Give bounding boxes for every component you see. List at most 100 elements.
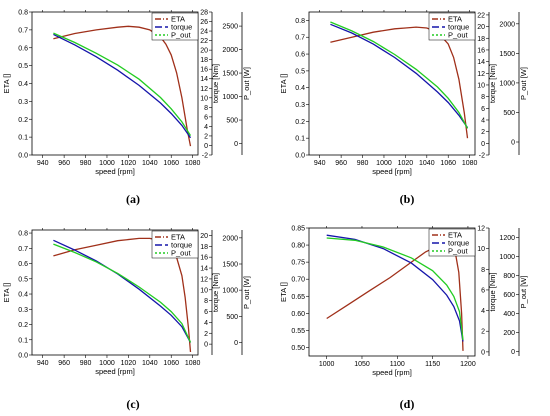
x-tick-label: 1080 — [185, 360, 201, 367]
torque-tick-label: 6 — [204, 309, 208, 316]
torque-tick-label: 4 — [481, 308, 485, 315]
x-tick-label: 1080 — [185, 160, 201, 167]
x-tick-label: 1200 — [460, 361, 476, 368]
torque-tick-label: 4 — [204, 124, 208, 131]
torque-axis-label: torque [Nm] — [211, 64, 220, 103]
eta-tick-label: 0.3 — [18, 307, 28, 314]
torque-tick-label: 26 — [200, 19, 208, 26]
plot-frame — [308, 11, 476, 156]
torque-tick-label: 20 — [200, 48, 208, 55]
power-axis-label: P_out [W] — [519, 276, 528, 309]
power-tick-label: 0 — [234, 340, 238, 347]
eta-tick-label: 0.6 — [18, 45, 28, 52]
legend-label-p-out: P_out — [448, 247, 469, 256]
torque-tick-label: 8 — [481, 94, 485, 101]
series-torque — [330, 23, 469, 128]
torque-tick-label: 18 — [200, 57, 208, 64]
torque-tick-label: -2 — [202, 153, 208, 160]
eta-tick-label: 0.5 — [18, 276, 28, 283]
legend-label-torque: torque — [171, 241, 192, 250]
power-axis-label: P_out [W] — [242, 276, 251, 309]
x-tick-label: 1050 — [354, 361, 370, 368]
power-tick-label: 1500 — [222, 71, 238, 78]
power-tick-label: 500 — [226, 314, 238, 321]
torque-tick-label: 14 — [200, 266, 208, 273]
power-tick-label: 1500 — [222, 261, 238, 268]
eta-tick-label: 0.2 — [295, 119, 305, 126]
x-tick-label: 940 — [37, 360, 49, 367]
eta-tick-label: 0.65 — [291, 294, 305, 301]
power-tick-label: 0 — [511, 140, 515, 147]
eta-tick-label: 0.2 — [18, 322, 28, 329]
series-p-out — [330, 21, 469, 129]
eta-tick-label: 0.0 — [18, 353, 28, 360]
torque-tick-label: 14 — [477, 59, 485, 66]
series-p-out — [326, 237, 464, 341]
eta-tick-label: 0.7 — [18, 246, 28, 253]
power-tick-label: 1000 — [499, 254, 515, 261]
legend-label-eta: ETA — [171, 233, 185, 242]
torque-axis-label: torque [Nm] — [488, 272, 497, 311]
torque-tick-label: 0 — [481, 349, 485, 356]
eta-tick-label: 0.50 — [291, 345, 305, 352]
x-axis-label: speed [rpm] — [372, 167, 412, 176]
legend-label-torque: torque — [448, 239, 469, 248]
torque-axis-label: torque [Nm] — [211, 273, 220, 312]
series-torque — [53, 33, 192, 139]
x-tick-label: 940 — [37, 160, 49, 167]
power-tick-label: 500 — [503, 110, 515, 117]
legend-label-p-out: P_out — [171, 249, 192, 258]
torque-tick-label: 10 — [200, 95, 208, 102]
plot-frame — [308, 227, 476, 357]
torque-tick-label: 10 — [200, 287, 208, 294]
panel-caption: (d) — [400, 397, 415, 411]
eta-axis-label: ETA [] — [279, 282, 288, 302]
torque-tick-label: 2 — [204, 133, 208, 140]
torque-tick-label: 4 — [204, 320, 208, 327]
torque-tick-label: 20 — [200, 233, 208, 240]
eta-tick-label: 0.7 — [18, 27, 28, 34]
power-tick-label: 0 — [234, 141, 238, 148]
eta-tick-label: 0.80 — [291, 243, 305, 250]
eta-tick-label: 0.4 — [18, 81, 28, 88]
x-tick-label: 1080 — [462, 160, 478, 167]
torque-tick-label: 16 — [200, 67, 208, 74]
x-axis-label: speed [rpm] — [372, 368, 412, 377]
plot-frame — [31, 229, 199, 356]
eta-tick-label: 0.1 — [295, 136, 305, 143]
torque-tick-label: 22 — [477, 12, 485, 19]
torque-tick-label: 0 — [204, 342, 208, 349]
eta-tick-label: 0.5 — [295, 68, 305, 75]
power-tick-label: 2000 — [499, 21, 515, 28]
eta-tick-label: 0.85 — [291, 226, 305, 233]
eta-tick-label: 0.4 — [295, 85, 305, 92]
torque-tick-label: 14 — [200, 76, 208, 83]
power-tick-label: 2500 — [222, 24, 238, 31]
x-tick-label: 1020 — [121, 160, 137, 167]
x-tick-label: 1060 — [163, 360, 179, 367]
legend-label-torque: torque — [171, 23, 192, 32]
legend-label-eta: ETA — [448, 231, 462, 240]
panel-caption: (b) — [400, 192, 415, 206]
x-tick-label: 1000 — [319, 361, 335, 368]
power-tick-label: 800 — [503, 273, 515, 280]
eta-tick-label: 0.0 — [18, 153, 28, 160]
eta-tick-label: 0.55 — [291, 328, 305, 335]
x-tick-label: 1020 — [398, 160, 414, 167]
series-torque — [53, 239, 192, 343]
x-axis-label: speed [rpm] — [95, 367, 135, 376]
x-tick-label: 1060 — [163, 160, 179, 167]
torque-tick-label: 10 — [477, 82, 485, 89]
torque-tick-label: 4 — [481, 117, 485, 124]
panel-caption: (a) — [126, 192, 140, 206]
x-tick-label: 960 — [58, 360, 70, 367]
eta-tick-label: 0.0 — [295, 153, 305, 160]
eta-tick-label: 0.3 — [295, 102, 305, 109]
power-axis-label: P_out [W] — [242, 67, 251, 100]
eta-tick-label: 0.70 — [291, 277, 305, 284]
power-axis-label: P_out [W] — [519, 67, 528, 100]
